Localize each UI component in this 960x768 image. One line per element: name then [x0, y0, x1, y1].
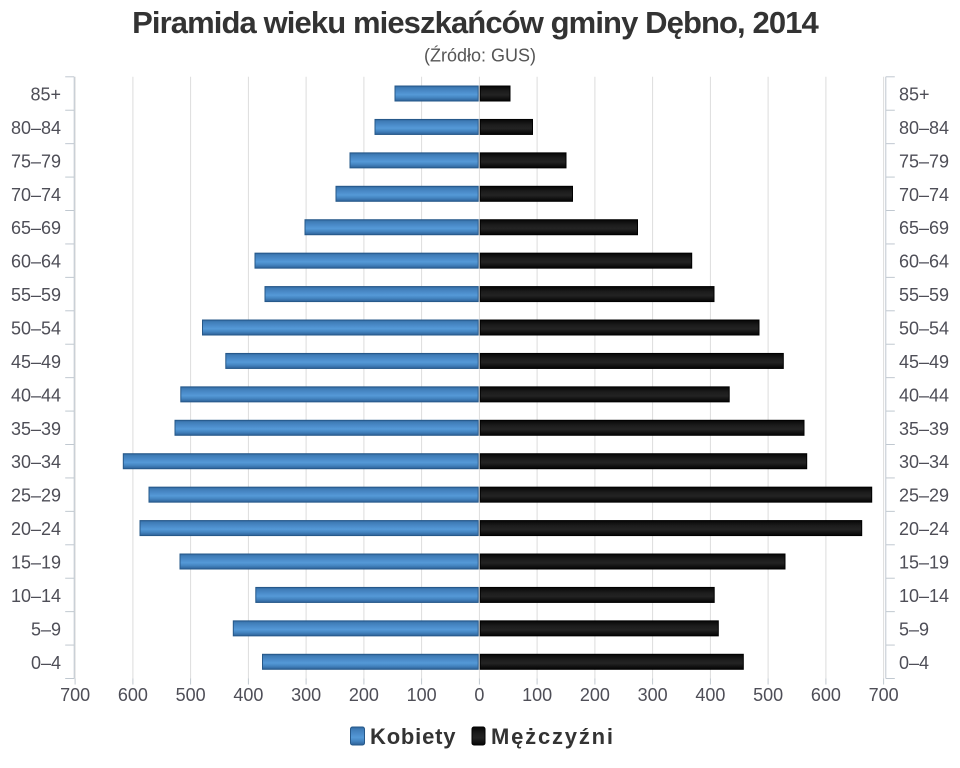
- svg-text:40–44: 40–44: [11, 385, 61, 405]
- svg-text:65–69: 65–69: [899, 218, 949, 238]
- svg-text:45–49: 45–49: [11, 352, 61, 372]
- svg-text:80–84: 80–84: [11, 118, 61, 138]
- svg-text:200: 200: [580, 685, 610, 705]
- svg-text:30–34: 30–34: [11, 452, 61, 472]
- svg-text:85+: 85+: [899, 85, 930, 105]
- svg-text:Piramida wieku mieszkańców gmi: Piramida wieku mieszkańców gminy Dębno, …: [132, 5, 819, 40]
- svg-text:Mężczyźni: Mężczyźni: [491, 724, 615, 749]
- svg-text:5–9: 5–9: [899, 619, 929, 639]
- svg-text:5–9: 5–9: [31, 619, 61, 639]
- svg-text:20–24: 20–24: [899, 519, 949, 539]
- svg-text:700: 700: [60, 685, 90, 705]
- svg-text:75–79: 75–79: [11, 151, 61, 171]
- svg-text:15–19: 15–19: [11, 553, 61, 573]
- svg-text:20–24: 20–24: [11, 519, 61, 539]
- svg-text:60–64: 60–64: [11, 252, 61, 272]
- svg-text:500: 500: [753, 685, 783, 705]
- svg-text:75–79: 75–79: [899, 151, 949, 171]
- svg-text:50–54: 50–54: [11, 319, 61, 339]
- svg-text:85+: 85+: [30, 85, 61, 105]
- svg-text:60–64: 60–64: [899, 252, 949, 272]
- svg-text:500: 500: [176, 685, 206, 705]
- svg-text:(Źródło: GUS): (Źródło: GUS): [424, 46, 536, 66]
- svg-text:600: 600: [118, 685, 148, 705]
- svg-text:400: 400: [695, 685, 725, 705]
- svg-text:25–29: 25–29: [899, 486, 949, 506]
- svg-text:40–44: 40–44: [899, 385, 949, 405]
- svg-text:70–74: 70–74: [899, 185, 949, 205]
- svg-text:300: 300: [638, 685, 668, 705]
- svg-text:200: 200: [349, 685, 379, 705]
- svg-text:65–69: 65–69: [11, 218, 61, 238]
- svg-text:10–14: 10–14: [11, 586, 61, 606]
- svg-text:55–59: 55–59: [899, 285, 949, 305]
- svg-text:10–14: 10–14: [899, 586, 949, 606]
- svg-text:Kobiety: Kobiety: [370, 724, 456, 749]
- svg-text:100: 100: [522, 685, 552, 705]
- svg-text:45–49: 45–49: [899, 352, 949, 372]
- svg-text:30–34: 30–34: [899, 452, 949, 472]
- svg-text:55–59: 55–59: [11, 285, 61, 305]
- svg-text:35–39: 35–39: [11, 419, 61, 439]
- svg-text:400: 400: [233, 685, 263, 705]
- svg-text:25–29: 25–29: [11, 486, 61, 506]
- svg-text:0–4: 0–4: [31, 653, 61, 673]
- svg-text:50–54: 50–54: [899, 319, 949, 339]
- svg-text:0–4: 0–4: [899, 653, 929, 673]
- svg-text:70–74: 70–74: [11, 185, 61, 205]
- svg-text:100: 100: [407, 685, 437, 705]
- svg-text:300: 300: [291, 685, 321, 705]
- svg-text:700: 700: [869, 685, 899, 705]
- svg-text:35–39: 35–39: [899, 419, 949, 439]
- svg-text:80–84: 80–84: [899, 118, 949, 138]
- svg-text:600: 600: [811, 685, 841, 705]
- svg-text:15–19: 15–19: [899, 553, 949, 573]
- svg-text:0: 0: [474, 685, 484, 705]
